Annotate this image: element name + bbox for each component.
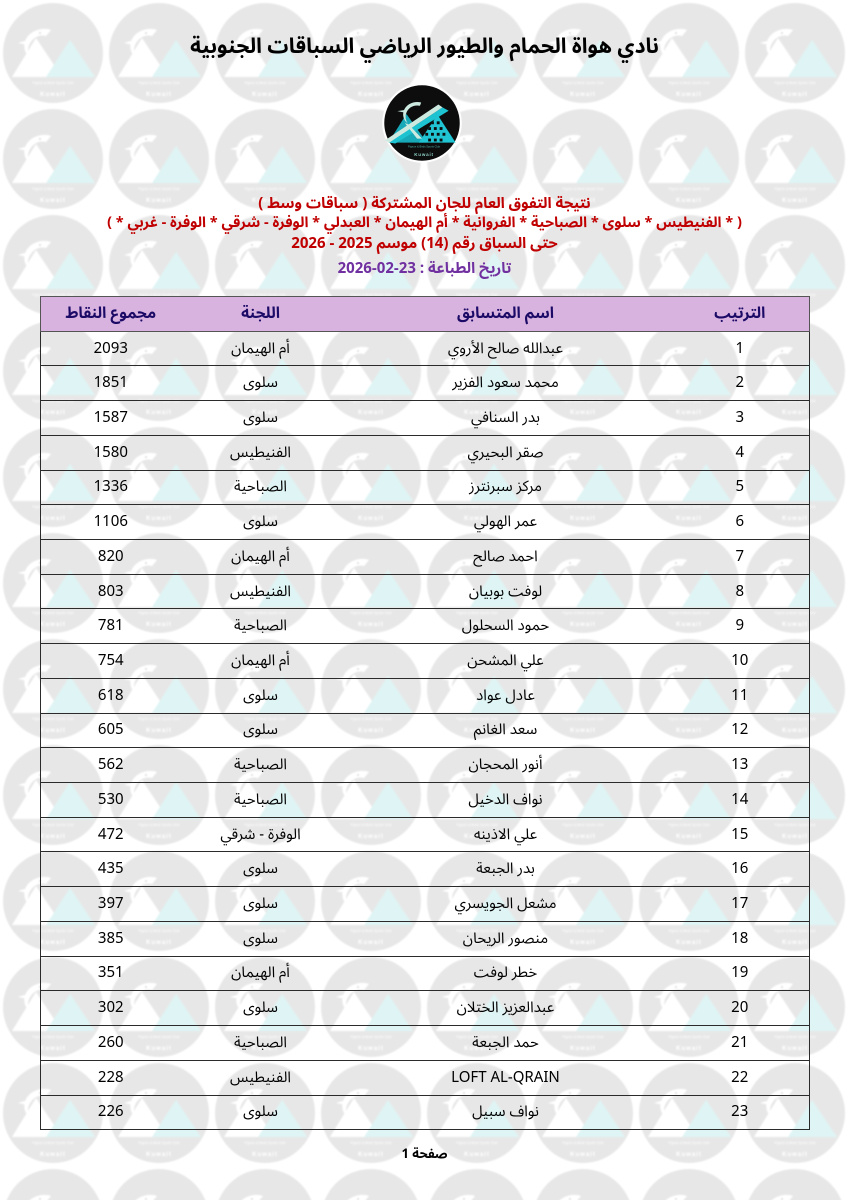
svg-text:Pigeon & Birds Sports Club: Pigeon & Birds Sports Club: [408, 145, 441, 149]
svg-text:Kuwait: Kuwait: [414, 152, 434, 157]
